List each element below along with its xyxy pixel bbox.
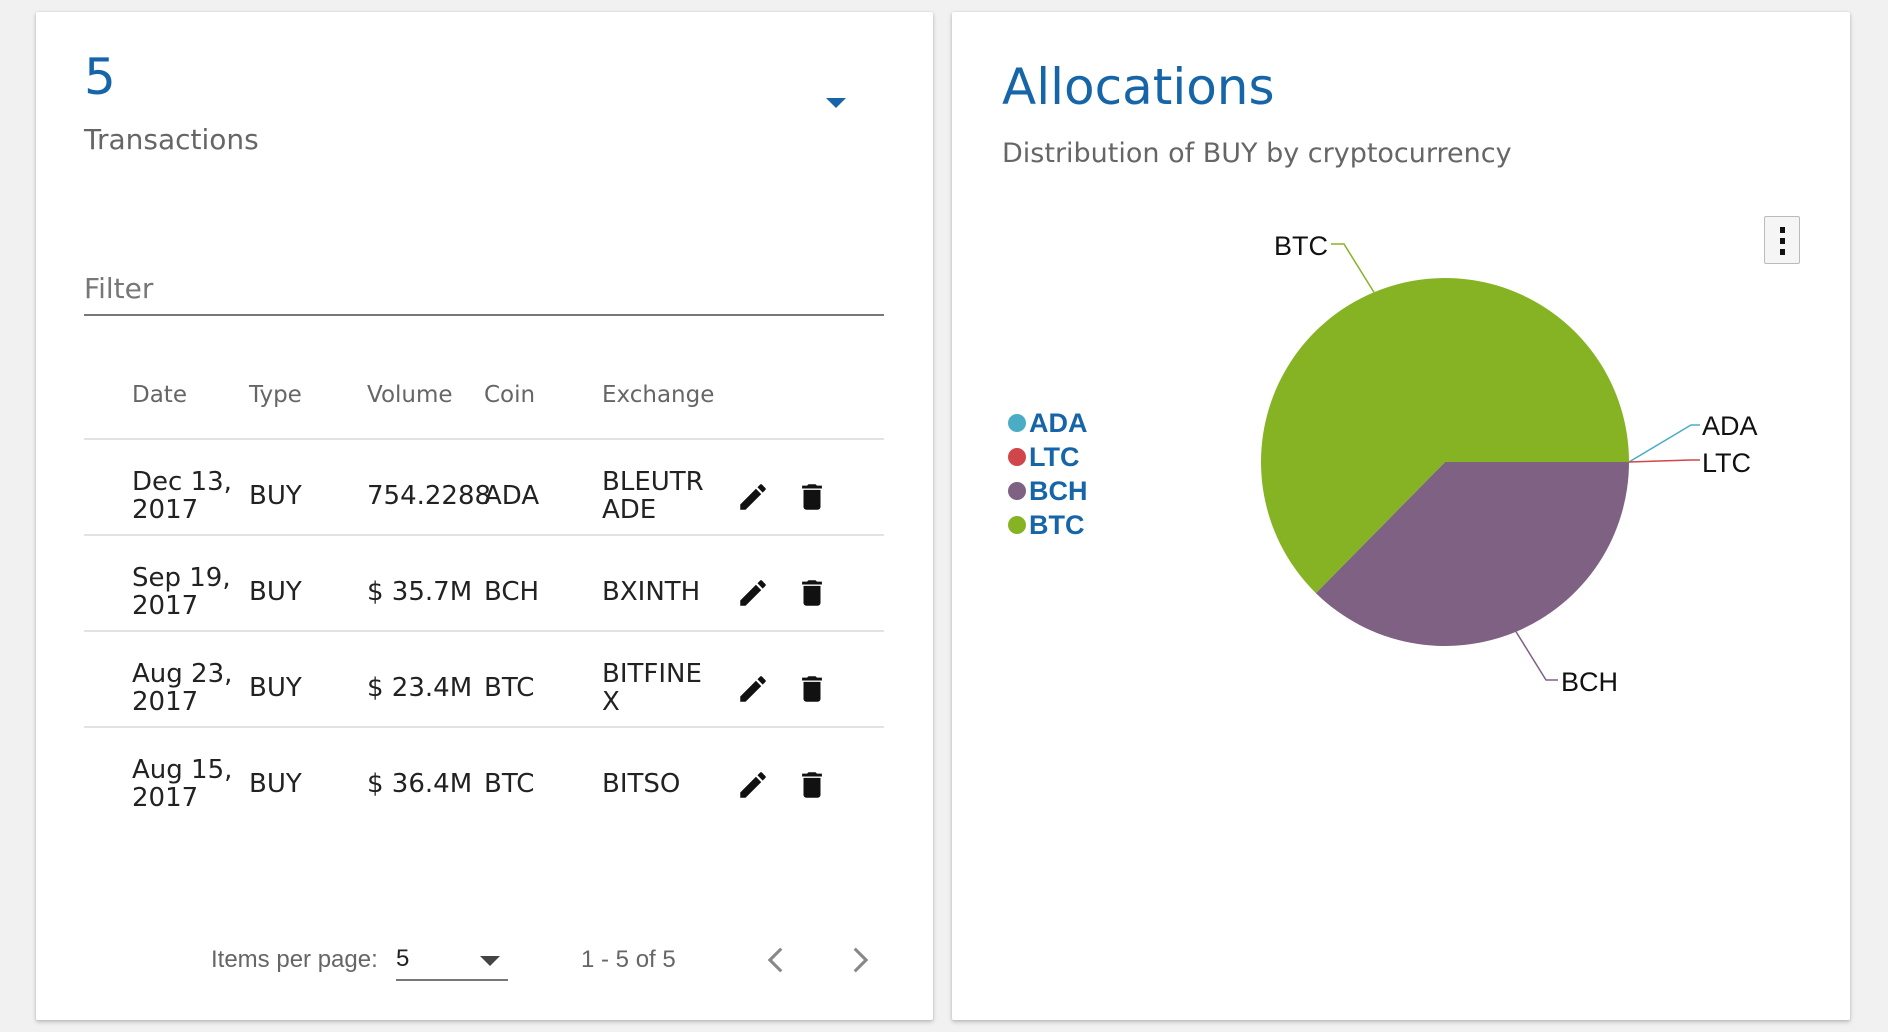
legend-item-btc[interactable]: BTC bbox=[1008, 508, 1088, 542]
slice-label-ltc: LTC bbox=[1702, 448, 1751, 478]
chevron-left-icon[interactable] bbox=[760, 942, 794, 978]
items-per-page-value: 5 bbox=[396, 945, 410, 972]
trash-icon[interactable] bbox=[795, 576, 829, 610]
cell-exchange: BITSO bbox=[602, 769, 681, 799]
row-divider bbox=[84, 630, 884, 632]
slice-label-bch: BCH bbox=[1561, 667, 1618, 697]
transactions-card: 5 Transactions Date Type Volume Coin Exc… bbox=[36, 12, 933, 1020]
filter-input[interactable] bbox=[84, 262, 884, 314]
items-per-page-label: Items per page: bbox=[211, 946, 378, 973]
cell-date: Sep 19, 2017 bbox=[132, 563, 231, 621]
cell-date: Aug 15, 2017 bbox=[132, 755, 233, 813]
pencil-icon[interactable] bbox=[736, 768, 770, 802]
row-divider bbox=[84, 534, 884, 536]
cell-exchange: BLEUTR ADE bbox=[602, 467, 704, 525]
page-range-label: 1 - 5 of 5 bbox=[581, 946, 676, 973]
legend-label: LTC bbox=[1029, 441, 1080, 472]
cell-type: BUY bbox=[249, 769, 302, 799]
slice-label-btc: BTC bbox=[1274, 231, 1328, 261]
column-header-volume[interactable]: Volume bbox=[367, 382, 453, 408]
allocations-title: Allocations bbox=[1002, 58, 1275, 116]
filter-field bbox=[84, 262, 884, 316]
row-divider bbox=[84, 726, 884, 728]
legend-dot bbox=[1008, 482, 1026, 500]
legend-label: BTC bbox=[1029, 509, 1085, 540]
cell-volume: $ 36.4M bbox=[367, 769, 473, 799]
trash-icon[interactable] bbox=[795, 672, 829, 706]
items-per-page-select[interactable]: 5 bbox=[396, 937, 508, 981]
cell-coin: BCH bbox=[484, 577, 540, 607]
cell-type: BUY bbox=[249, 577, 302, 607]
cell-date: Aug 23, 2017 bbox=[132, 659, 233, 717]
leader-line-ltc bbox=[1628, 459, 1700, 463]
column-header-coin[interactable]: Coin bbox=[484, 382, 536, 408]
pencil-icon[interactable] bbox=[736, 576, 770, 610]
cell-coin: BTC bbox=[484, 769, 535, 799]
allocations-card: Allocations Distribution of BUY by crypt… bbox=[952, 12, 1850, 1020]
collapse-toggle-icon[interactable] bbox=[826, 98, 846, 108]
cell-volume: $ 35.7M bbox=[367, 577, 473, 607]
cell-type: BUY bbox=[249, 673, 302, 703]
legend-item-ltc[interactable]: LTC bbox=[1008, 440, 1088, 474]
legend-dot bbox=[1008, 516, 1026, 534]
legend-dot bbox=[1008, 414, 1026, 432]
leader-line-bch bbox=[1515, 631, 1558, 681]
chart-legend: ADA LTC BCH BTC bbox=[1008, 406, 1088, 542]
leader-line-btc bbox=[1331, 243, 1375, 293]
legend-item-bch[interactable]: BCH bbox=[1008, 474, 1088, 508]
trash-icon[interactable] bbox=[795, 480, 829, 514]
cell-date: Dec 13, 2017 bbox=[132, 467, 232, 525]
legend-label: BCH bbox=[1029, 475, 1088, 506]
chevron-down-icon bbox=[480, 956, 500, 966]
cell-type: BUY bbox=[249, 481, 302, 511]
pie-slice-bch[interactable] bbox=[1315, 462, 1629, 646]
cell-exchange: BITFINE X bbox=[602, 659, 702, 717]
cell-coin: ADA bbox=[484, 481, 540, 511]
slice-label-ada: ADA bbox=[1702, 411, 1758, 441]
pie-slice-btc[interactable] bbox=[1261, 278, 1629, 594]
column-header-exchange[interactable]: Exchange bbox=[602, 382, 715, 408]
leader-line-ada bbox=[1628, 424, 1700, 463]
legend-dot bbox=[1008, 448, 1026, 466]
transactions-count: 5 bbox=[84, 48, 116, 106]
pencil-icon[interactable] bbox=[736, 480, 770, 514]
cell-volume: $ 23.4M bbox=[367, 673, 473, 703]
trash-icon[interactable] bbox=[795, 768, 829, 802]
column-header-type[interactable]: Type bbox=[249, 382, 302, 408]
chevron-right-icon[interactable] bbox=[842, 942, 876, 978]
allocations-subtitle: Distribution of BUY by cryptocurrency bbox=[1002, 138, 1512, 169]
more-vertical-icon[interactable] bbox=[1764, 216, 1800, 264]
legend-item-ada[interactable]: ADA bbox=[1008, 406, 1088, 440]
cell-volume: 754.2288 bbox=[367, 481, 492, 511]
transactions-subtitle: Transactions bbox=[84, 123, 259, 156]
cell-exchange: BXINTH bbox=[602, 577, 701, 607]
cell-coin: BTC bbox=[484, 673, 535, 703]
column-header-date[interactable]: Date bbox=[132, 382, 187, 408]
row-divider bbox=[84, 438, 884, 440]
pie-chart: ADA LTC BCH BTC bbox=[1261, 231, 1758, 697]
pencil-icon[interactable] bbox=[736, 672, 770, 706]
legend-label: ADA bbox=[1029, 407, 1088, 438]
